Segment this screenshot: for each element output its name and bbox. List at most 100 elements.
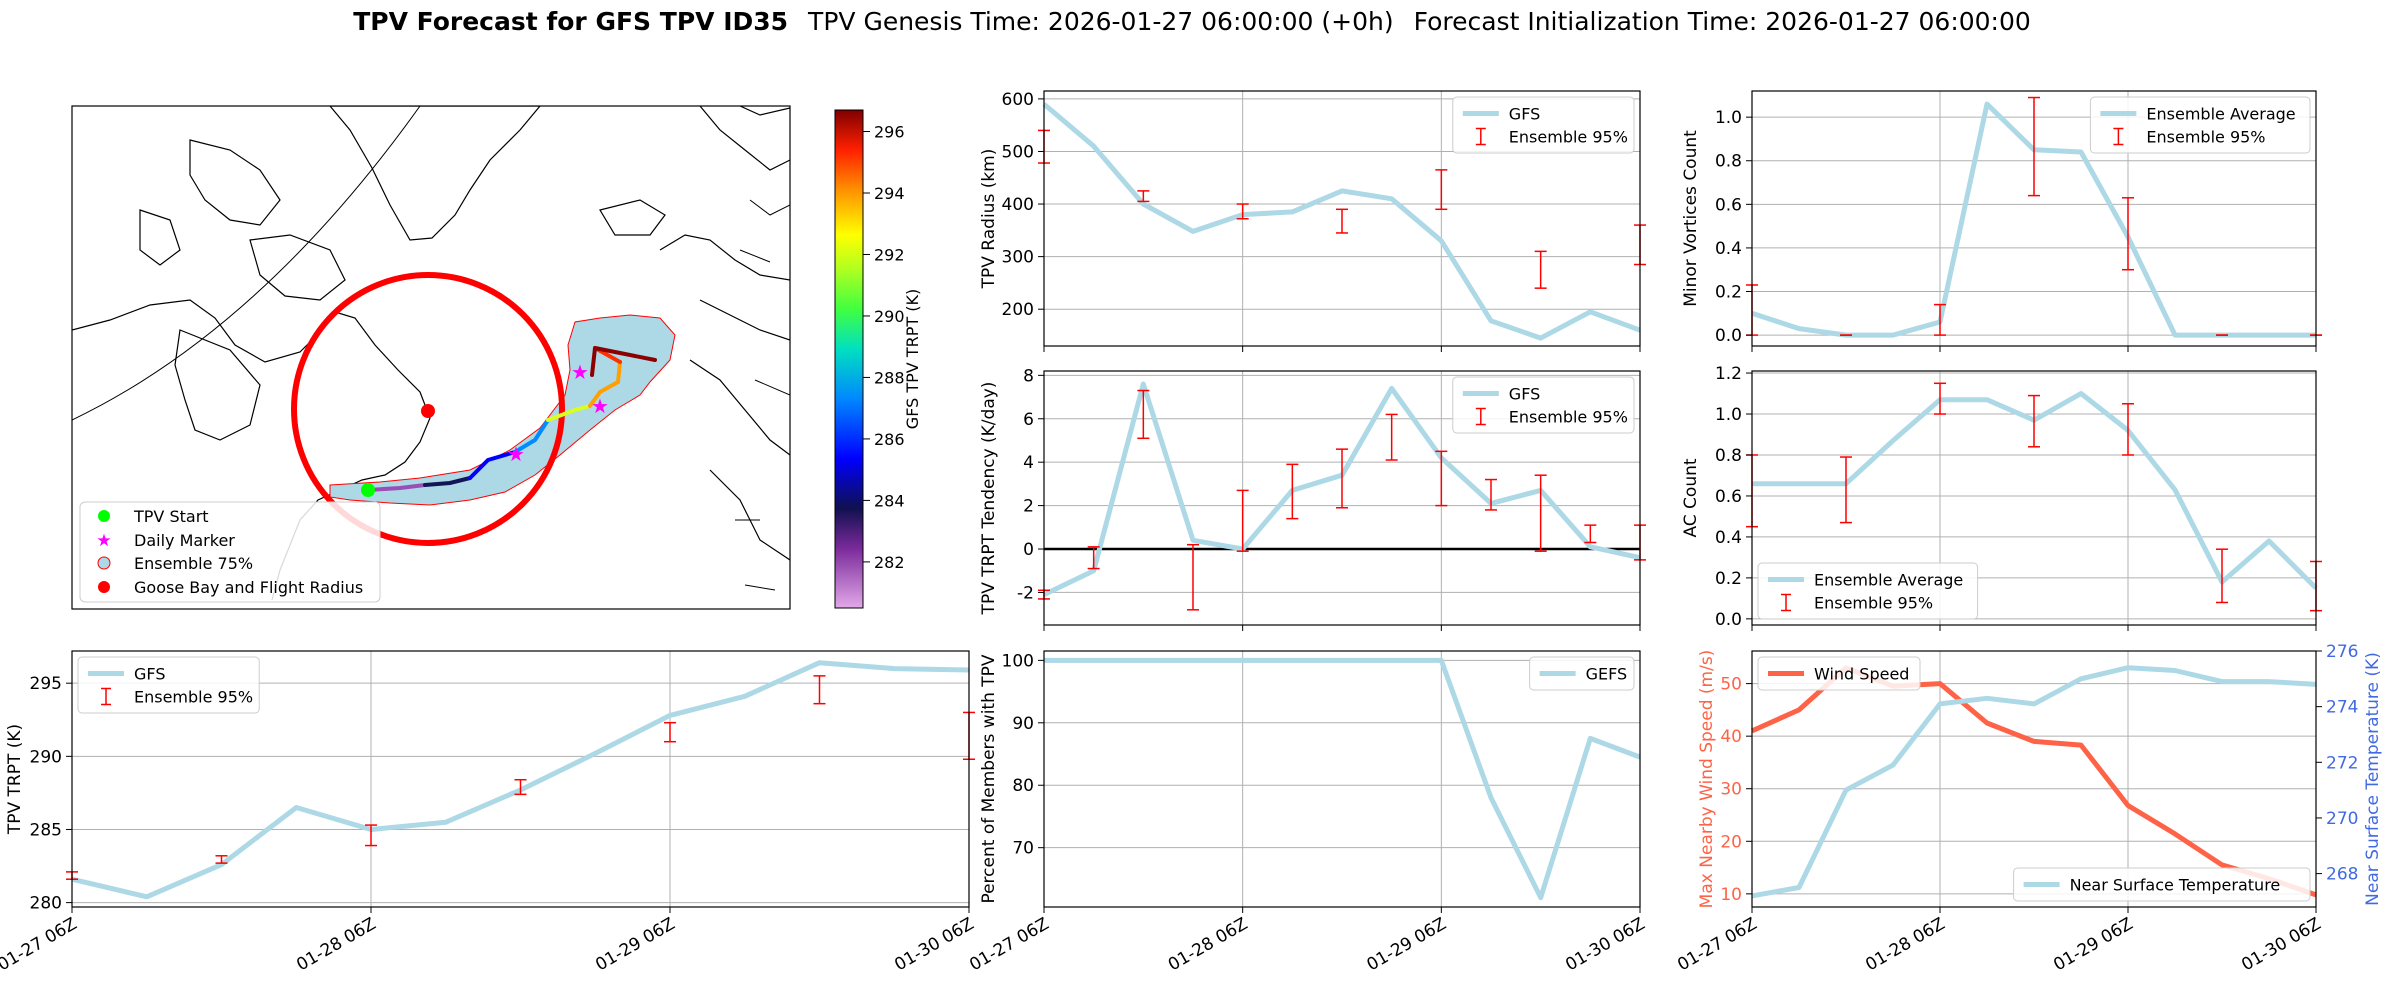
y-tick-label: 0.0 — [1715, 610, 1742, 630]
goose-bay-flight-radius — [291, 272, 565, 546]
x-tick-label: 01-30 06Z — [1562, 914, 1648, 975]
y-tick-label: 280 — [30, 894, 62, 914]
axes-frame — [1751, 650, 2317, 908]
legend-ensemble-label: Ensemble 75% — [134, 554, 253, 573]
legend: Ensemble Average Ensemble 95% — [1757, 562, 1979, 620]
y-tick-label: 40 — [1720, 727, 1742, 747]
ensemble-75-region — [329, 314, 676, 506]
y-right-axis-label: Near Surface Temperature (K) — [2363, 652, 2383, 906]
legend-label: Ensemble 95% — [1509, 408, 1628, 427]
y-right-tick-label: 270 — [2326, 809, 2358, 829]
axes-frame — [1751, 90, 2317, 347]
legend-errorbar-swatch — [1475, 127, 1486, 146]
legend-goose-marker — [98, 581, 110, 593]
arctic-coast — [739, 106, 790, 116]
greenland-coast — [329, 106, 541, 241]
legend: GFS Ensemble 95% — [77, 656, 260, 714]
legend-label: Ensemble Average — [1814, 571, 1963, 590]
y-axis-label: Minor Vortices Count — [1681, 130, 1701, 307]
axes-frame — [1751, 370, 2317, 626]
error-bar — [2122, 197, 2134, 271]
tpv-track — [366, 346, 657, 492]
y-axis-label: TPV TRPT Tendency (K/day) — [979, 382, 999, 616]
colorbar-tick-label: 284 — [874, 491, 905, 510]
y-tick-label: 0 — [1023, 540, 1034, 560]
y-tick-label: 500 — [1002, 142, 1034, 162]
error-bar — [1435, 450, 1448, 507]
title-genesis: TPV Genesis Time: 2026-01-27 06:00:00 (+… — [807, 7, 1394, 36]
legend-errorbar-swatch — [1781, 593, 1791, 612]
legend-box — [2013, 867, 2311, 902]
legend-box — [1757, 562, 1979, 620]
chart-radius: 200 300 400 500 600 TPV Radius (km) GFS Ensembl… — [979, 90, 1646, 352]
y-tick-label: 600 — [1002, 90, 1034, 110]
track-seg-5 — [546, 404, 592, 422]
goose-bay-marker — [421, 404, 435, 418]
chart-minor: 0.0 0.2 0.4 0.6 0.8 1.0 Minor Vortices Count En… — [1681, 90, 2322, 352]
x-tick-label: 01-27 06Z — [1674, 914, 1760, 975]
x-tick-label: 01-27 06Z — [966, 914, 1052, 975]
y-tick-label: 0.0 — [1715, 326, 1742, 346]
series-line-gfs — [1042, 102, 1641, 341]
map-legend: TPV Start ★ Daily Marker Ensemble 75% Go… — [79, 501, 381, 603]
error-bar — [1435, 169, 1448, 211]
legend-box — [2089, 96, 2311, 154]
track-seg-3 — [468, 450, 517, 480]
legend-label: GFS — [1509, 105, 1540, 124]
y-tick-label: 0.6 — [1715, 195, 1742, 215]
y-tick-label: 0.8 — [1715, 152, 1742, 172]
title-init: Forecast Initialization Time: 2026-01-27… — [1414, 7, 2031, 36]
legend-daily-label: Daily Marker — [134, 531, 235, 550]
legend-label: Ensemble 95% — [134, 688, 253, 707]
legend: Ensemble Average Ensemble 95% — [2089, 96, 2311, 154]
y-tick-label: 290 — [30, 747, 62, 767]
legend: GFS Ensemble 95% — [1452, 376, 1635, 434]
error-bar — [2216, 548, 2228, 604]
legend-label: GFS — [134, 665, 165, 684]
x-tick-label: 01-27 06Z — [0, 914, 81, 975]
series-line-near-surface-temperature — [1751, 665, 2317, 899]
chart-ac: 0.0 0.2 0.4 0.6 0.8 1.0 1.2 AC Count Ensemble Av… — [1681, 364, 2322, 631]
map-frame — [71, 105, 791, 610]
map-colorbar: 282 284 286 288 290 292 294 296 GFS TPV TRPT (K… — [834, 109, 922, 609]
y-tick-label: 0.2 — [1715, 283, 1742, 303]
legend: GEFS — [1529, 656, 1635, 691]
y-tick-label: 10 — [1720, 885, 1742, 905]
error-bar — [1236, 203, 1249, 220]
track-seg-1 — [366, 483, 427, 492]
x-tick-label: 01-29 06Z — [592, 914, 678, 975]
colorbar-gradient — [834, 109, 864, 609]
y-tick-label: 20 — [1720, 832, 1742, 852]
axes-frame — [1043, 650, 1641, 908]
legend-box — [1757, 656, 1921, 691]
track-seg-8 — [590, 346, 657, 377]
europe-coast-2 — [659, 234, 790, 281]
y-tick-label: 400 — [1002, 195, 1034, 215]
hudson-bay-coast — [174, 329, 261, 441]
x-tick-label: 01-30 06Z — [891, 914, 977, 975]
y-tick-label: 70 — [1012, 839, 1034, 859]
chart-tendency: -2 0 2 4 6 8 TPV TRPT Tendency (K/day) GFS Ensem… — [979, 366, 1646, 631]
legend-start-label: TPV Start — [133, 507, 209, 526]
y-tick-label: -2 — [1017, 583, 1034, 603]
x-tick-label: 01-28 06Z — [293, 914, 379, 975]
y-tick-label: 300 — [1002, 248, 1034, 268]
legend: Wind Speed — [1757, 656, 1921, 691]
daily-marker-2: ★ — [591, 394, 609, 418]
tpv-start-marker — [361, 483, 375, 497]
y-right-tick-label: 274 — [2326, 698, 2358, 718]
colorbar-label: GFS TPV TRPT (K) — [903, 289, 922, 429]
colorbar-ticks: 282 284 286 288 290 292 294 296 — [863, 123, 905, 572]
error-bar — [215, 855, 228, 864]
y-tick-label: 0.2 — [1715, 569, 1742, 589]
mainland-coast — [72, 299, 431, 601]
y-tick-label: 100 — [1002, 651, 1034, 671]
x-tick-label: 01-29 06Z — [2050, 914, 2136, 975]
y-tick-label: 0.8 — [1715, 446, 1742, 466]
y-tick-label: 200 — [1002, 300, 1034, 320]
error-bar — [1336, 448, 1348, 509]
legend-goose-label: Goose Bay and Flight Radius — [134, 578, 363, 597]
x-tick-label: 01-29 06Z — [1364, 914, 1450, 975]
